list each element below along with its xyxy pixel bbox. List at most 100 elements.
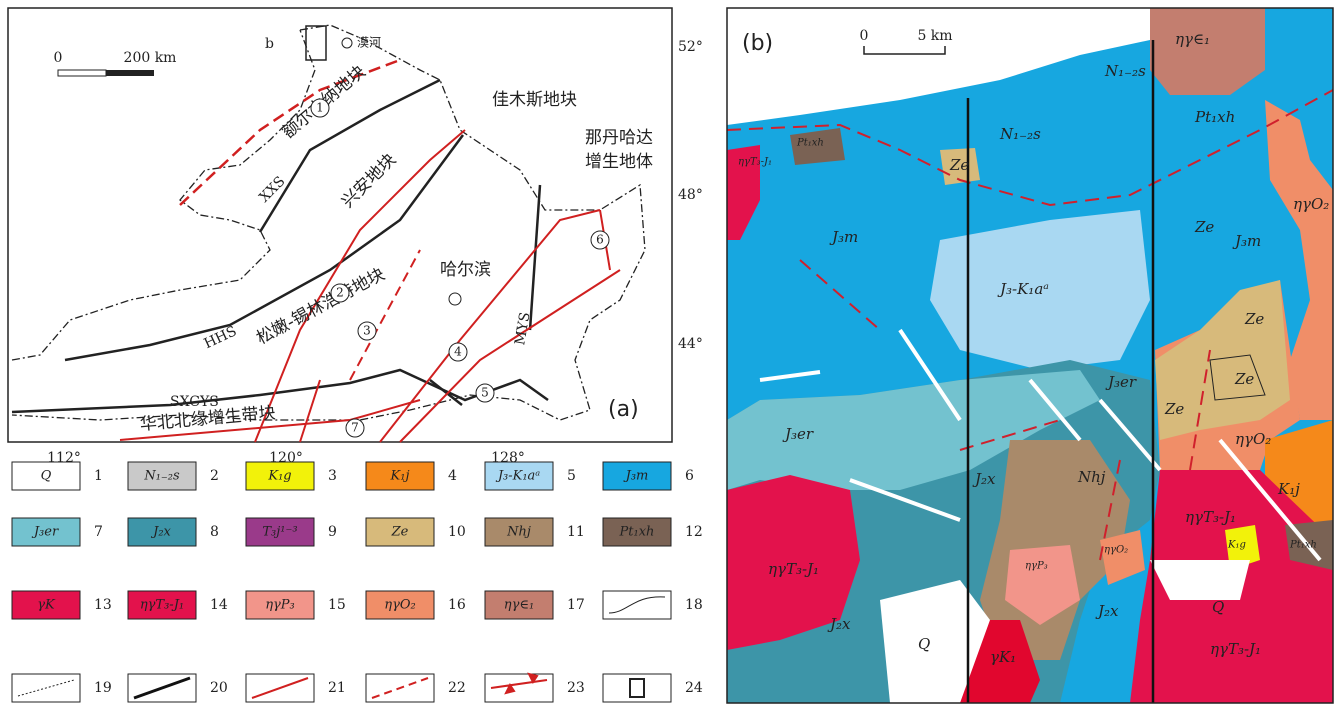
legend-code: Nhj: [506, 525, 531, 540]
legend-number: 11: [567, 524, 585, 540]
unit-label: ηγT₃-J₁: [1185, 508, 1236, 526]
legend-code: Q: [41, 469, 52, 484]
unit-label: Ze: [1164, 400, 1184, 418]
legend-number: 15: [328, 597, 346, 613]
scale-bar: [106, 70, 154, 76]
block-label: 佳木斯地块: [492, 90, 577, 110]
unit-eg-e1: [1150, 8, 1265, 95]
legend-number: 3: [328, 468, 337, 484]
legend-number: 4: [448, 468, 457, 484]
block-label: 那丹哈达: [585, 128, 653, 148]
unit-label: Q: [918, 635, 930, 653]
panel-label: (b): [742, 31, 773, 56]
lat-label: 44°: [678, 336, 703, 352]
legend-number: 24: [685, 680, 703, 696]
legend-number: 18: [685, 597, 703, 613]
legend-number: 23: [567, 680, 585, 696]
legend-code: γK: [37, 598, 56, 613]
legend-number: 14: [210, 597, 228, 613]
unit-label: Pt₁xh: [1194, 108, 1235, 126]
legend-number: 17: [567, 597, 585, 613]
legend-code: K₁g: [267, 469, 291, 484]
suture-label: SXCYS: [170, 394, 219, 410]
legend-number: 16: [448, 597, 466, 613]
unit-label: N₁₋₂s: [1104, 62, 1146, 80]
scale-label: 5 km: [917, 28, 952, 44]
unit-label: J₃er: [782, 425, 814, 443]
legend-code: J₃m: [623, 469, 649, 484]
unit-label: ηγT₃-J₁: [738, 157, 772, 168]
legend-code: ηγO₂: [384, 598, 415, 613]
unit-label: ηγO₂: [1235, 430, 1271, 448]
box-label: b: [265, 36, 274, 52]
unit-label: ηγO₂: [1293, 195, 1329, 213]
legend-number: 9: [328, 524, 337, 540]
unit-label: N₁₋₂s: [999, 125, 1041, 143]
legend-swatch: [603, 591, 671, 619]
panel-label: (a): [608, 397, 639, 422]
panel-a: b 漠河 0 200 km 52° 48° 44° 112° 120° 128°…: [8, 8, 703, 466]
legend-code: J₃-K₁aᵃ: [495, 469, 540, 484]
scale-label: 200 km: [124, 50, 177, 66]
legend-number: 12: [685, 524, 703, 540]
fault-number: 4: [454, 345, 462, 359]
legend-number: 10: [448, 524, 466, 540]
legend-code: ηγP₃: [265, 598, 295, 613]
unit-label: Pt₁xh: [796, 138, 824, 149]
unit-label: γK₁: [990, 648, 1016, 666]
legend-number: 1: [94, 468, 103, 484]
unit-label: ηγ∈₁: [1175, 30, 1210, 48]
unit-label: J₃er: [1105, 373, 1137, 391]
legend-number: 7: [94, 524, 103, 540]
unit-label: K₁j: [1277, 480, 1300, 498]
lat-label: 52°: [678, 39, 703, 55]
unit-label: ηγT₃-J₁: [1210, 640, 1261, 658]
figure: b 漠河 0 200 km 52° 48° 44° 112° 120° 128°…: [0, 0, 1339, 705]
legend-code: J₂x: [150, 525, 171, 540]
unit-label: J₃-K₁aᵃ: [997, 280, 1049, 298]
scale-label: 0: [860, 28, 869, 44]
unit-label: Ze: [1244, 310, 1264, 328]
fault-number: 1: [316, 101, 324, 115]
unit-label: Ze: [1234, 370, 1254, 388]
scale-bar: [58, 70, 106, 76]
legend-number: 6: [685, 468, 694, 484]
unit-label: J₂x: [827, 615, 851, 633]
unit-label: J₃m: [1232, 232, 1261, 250]
legend-number: 5: [567, 468, 576, 484]
fault-number: 5: [481, 386, 489, 400]
unit-label: J₂x: [972, 470, 996, 488]
legend-code: K₁j: [390, 469, 410, 484]
legend-number: 22: [448, 680, 466, 696]
legend-number: 20: [210, 680, 228, 696]
unit-label: Ze: [1194, 218, 1214, 236]
legend-code: T₃j¹⁻³: [262, 525, 297, 540]
legend-number: 13: [94, 597, 112, 613]
unit-label: ηγT₃-J₁: [768, 560, 819, 578]
fault-number: 2: [336, 286, 344, 300]
fault-number: 3: [363, 324, 371, 338]
unit-label: K₁g: [1227, 540, 1246, 551]
panel-b: (b) 0 5 km N₁₋₂s ηγ∈₁ Pt₁xh N₁₋₂s ηγT₃-J₁ Pt₁…: [727, 8, 1333, 703]
legend-number: 21: [328, 680, 346, 696]
unit-label: ηγO₂: [1104, 545, 1128, 556]
legend-number: 8: [210, 524, 219, 540]
legend-number: 2: [210, 468, 219, 484]
unit-label: J₂x: [1095, 602, 1119, 620]
lat-label: 48°: [678, 187, 703, 203]
city-mohe: 漠河: [357, 36, 381, 50]
legend-code: J₃er: [31, 525, 59, 540]
unit-label: ηγP₃: [1025, 561, 1048, 572]
unit-label: Pt₁xh: [1289, 540, 1317, 551]
block-label: 增生地体: [585, 152, 653, 172]
legend-code: ηγT₃-J₁: [140, 598, 184, 613]
legend-code: N₁₋₂s: [143, 469, 180, 484]
unit-label: Q: [1212, 598, 1224, 616]
unit-label: Nhj: [1077, 468, 1106, 486]
legend-number: 19: [94, 680, 112, 696]
fault-number: 7: [351, 421, 359, 435]
legend-code: Ze: [391, 525, 409, 540]
scale-label: 0: [54, 50, 63, 66]
city-harbin: 哈尔滨: [440, 260, 491, 280]
legend-code: Pt₁xh: [619, 525, 655, 540]
